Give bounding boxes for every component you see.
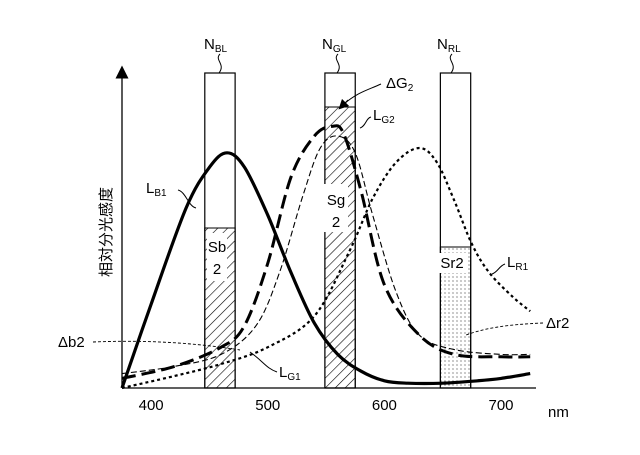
ngl-label: NGL — [322, 36, 347, 55]
lr1-label: LR1 — [507, 254, 529, 273]
dg2-label: ΔG2 — [386, 75, 414, 94]
band-region-labels: Sb 2 Sg 2 Sr2 — [207, 184, 468, 281]
x-tick-700: 700 — [488, 397, 513, 414]
dr2-leader — [465, 322, 544, 336]
filter-labels: NBL NGL NRL — [204, 36, 461, 74]
lb1-leader — [177, 189, 197, 209]
dg2-arrow — [338, 98, 350, 110]
axes — [115, 65, 536, 389]
x-tick-600: 600 — [372, 397, 397, 414]
sb2-label-sub: 2 — [213, 261, 221, 278]
lb1-label: LB1 — [146, 180, 167, 199]
sr2-label-bg — [436, 253, 468, 273]
sb2-label-bg — [207, 233, 227, 281]
x-tick-labels: 400 500 600 700 — [139, 397, 514, 414]
lr1-leader — [491, 263, 506, 275]
curve-labels: LB1 LG2 ΔG2 LR1 LG1 Δb2 Δr2 — [58, 75, 569, 383]
nbl-leader — [217, 53, 222, 74]
ngl-leader — [335, 53, 340, 74]
spectral-curves — [120, 124, 531, 390]
sg2-label-bg — [324, 184, 348, 232]
filter-band-ngl-region — [324, 106, 356, 389]
lg2-leader — [359, 116, 372, 129]
x-tick-400: 400 — [139, 397, 164, 414]
sg2-label-sub: 2 — [332, 214, 340, 231]
curve-lr1 — [121, 146, 531, 390]
nrl-label: NRL — [437, 36, 461, 55]
lg1-leader — [249, 351, 278, 373]
filter-band-nrl — [439, 72, 472, 389]
curve-lg2 — [121, 124, 531, 380]
db2-leader — [92, 340, 241, 351]
lg2-label: LG2 — [373, 107, 395, 126]
sr2-label: Sr2 — [440, 255, 463, 272]
nrl-leader — [449, 53, 454, 74]
filter-band-nbl — [204, 72, 236, 389]
sg2-label: Sg — [327, 192, 345, 209]
curve-lb1 — [120, 151, 531, 389]
x-axis-unit: nm — [548, 404, 569, 421]
sb2-label: Sb — [208, 239, 226, 256]
lg1-label: LG1 — [279, 364, 301, 383]
x-tick-500: 500 — [255, 397, 280, 414]
nbl-label: NBL — [204, 36, 228, 55]
y-axis-label: 相対分光感度 — [98, 187, 115, 277]
dr2-label: Δr2 — [546, 315, 569, 332]
curve-lg1 — [121, 135, 531, 375]
db2-label: Δb2 — [58, 334, 85, 351]
